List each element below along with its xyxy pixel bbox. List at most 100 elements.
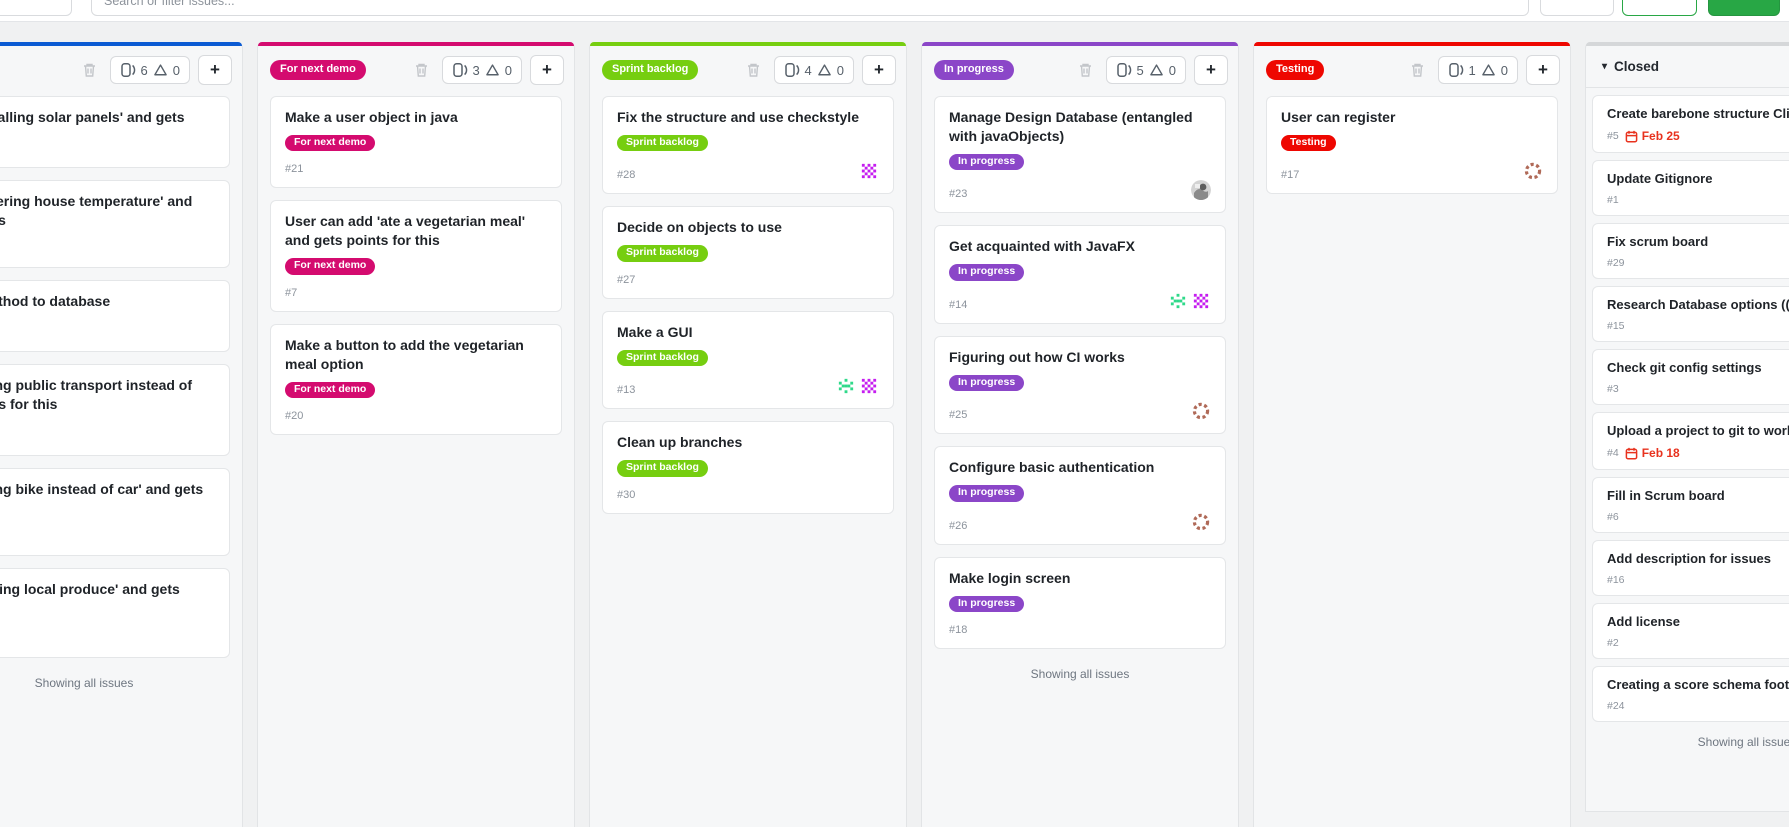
label-pill[interactable]: For next demo — [285, 381, 376, 399]
issue-number: #13 — [617, 384, 636, 397]
label-pill[interactable]: In progress — [949, 595, 1025, 613]
assignee-avatar — [1168, 290, 1188, 311]
issue-number: #7 — [285, 286, 298, 299]
add-card-button[interactable]: + — [530, 55, 564, 85]
search-input[interactable] — [92, 0, 1528, 15]
column-header: Sprint backlog 4 0 + — [590, 46, 906, 94]
issue-card[interactable]: Update Gitignore #1 — [1592, 160, 1789, 216]
card-title: ld 'Using public transport instead of ca… — [0, 377, 193, 412]
issue-count-icon — [452, 62, 468, 78]
issue-count: 3 — [472, 62, 480, 78]
label-pill[interactable]: In progress — [949, 485, 1025, 502]
issue-card[interactable]: gin method to database — [0, 280, 230, 352]
pipeline-column-testing: Testing 1 0 + User can register Testing … — [1253, 42, 1571, 827]
card-title: Make a user object in java — [285, 109, 458, 125]
issue-card[interactable]: ld 'lowering house temperature' and gets… — [0, 180, 230, 268]
issue-card[interactable]: User can register Testing #17 — [1266, 96, 1558, 195]
issue-card[interactable]: ld 'Using bike instead of car' and gets … — [0, 468, 230, 556]
label-pill[interactable]: In progress — [949, 153, 1025, 171]
label-pill[interactable]: Testing — [1281, 134, 1336, 152]
column-accent-bar — [0, 42, 242, 46]
issue-card[interactable]: Make a button to add the vegetarian meal… — [270, 323, 562, 436]
column-header: 6 0 + — [0, 46, 242, 94]
assignee-avatar — [1191, 290, 1211, 311]
toolbar-left-button[interactable] — [0, 0, 72, 16]
issue-card[interactable]: Manage Design Database (entangled with j… — [934, 96, 1226, 214]
points-count: 0 — [1500, 62, 1508, 78]
column-accent-bar — [590, 42, 906, 46]
card-title: User can register — [1281, 109, 1396, 125]
column-label-pill[interactable]: Sprint backlog — [602, 60, 699, 80]
issue-card[interactable]: Research Database options ((No)SQ #15 — [1592, 286, 1789, 342]
issue-card[interactable]: Fill in Scrum board #6 — [1592, 477, 1789, 533]
issue-card[interactable]: Creating a score schema footprint #24 — [1592, 666, 1789, 722]
label-pill[interactable]: For next demo — [285, 134, 376, 152]
card-title: Update Gitignore — [1607, 171, 1713, 186]
card-list: Fix the structure and use checkstyle Spr… — [590, 94, 906, 514]
issue-card[interactable]: Decide on objects to use Sprint backlog … — [602, 206, 894, 299]
add-card-button[interactable]: + — [198, 55, 232, 85]
assignee-avatar — [836, 376, 856, 397]
due-date: Feb 18 — [1641, 446, 1680, 460]
label-pill[interactable]: In progress — [949, 374, 1025, 392]
issue-card[interactable]: Fix the structure and use checkstyle Spr… — [602, 96, 894, 195]
trash-icon[interactable] — [82, 62, 98, 78]
issue-number: #28 — [617, 169, 636, 182]
issue-card[interactable]: Add license #2 — [1592, 603, 1789, 659]
label-pill[interactable]: For next demo — [285, 258, 376, 275]
issue-number: #3 — [1607, 383, 1619, 395]
label-pill[interactable]: Sprint backlog — [617, 134, 708, 152]
label-pill[interactable]: Sprint backlog — [617, 460, 708, 477]
search-box — [91, 0, 1529, 16]
issue-card[interactable]: ld 'Buying local produce' and gets point… — [0, 568, 230, 658]
issue-card[interactable]: Add description for issues #16 — [1592, 540, 1789, 596]
card-title: Make login screen — [949, 569, 1071, 586]
issue-card[interactable]: Make login screen In progress #18 — [934, 556, 1226, 650]
issue-card[interactable]: Figuring out how CI works In progress #2… — [934, 335, 1226, 435]
issue-number: #17 — [1281, 169, 1300, 182]
issue-card[interactable]: Fix scrum board #29 — [1592, 223, 1789, 279]
card-title: Check git config settings — [1607, 360, 1762, 375]
add-card-button[interactable]: + — [1194, 55, 1228, 85]
trash-icon[interactable] — [746, 62, 762, 78]
issue-card[interactable]: ld 'Using public transport instead of ca… — [0, 364, 230, 456]
issue-card[interactable]: Get acquainted with JavaFX In progress #… — [934, 225, 1226, 324]
points-count-icon — [485, 63, 500, 77]
card-list: Create barebone structure Client-Se #5 F… — [1586, 88, 1789, 722]
assignee-avatar — [859, 161, 879, 182]
toolbar-primary-action-button[interactable] — [1708, 0, 1780, 16]
issue-card[interactable]: ld 'installing solar panels' and gets po… — [0, 96, 230, 168]
issue-number: #2 — [1607, 637, 1619, 649]
issue-card[interactable]: Create barebone structure Client-Se #5 F… — [1592, 95, 1789, 153]
card-title: Decide on objects to use — [617, 219, 782, 236]
issue-count: 4 — [804, 62, 812, 78]
label-pill[interactable]: In progress — [949, 264, 1025, 281]
closed-column-header[interactable]: ▾ Closed — [1586, 46, 1789, 88]
label-pill[interactable]: Sprint backlog — [617, 245, 708, 262]
label-pill[interactable]: Sprint backlog — [617, 349, 708, 367]
card-title: gin method to database — [0, 293, 111, 309]
column-label-pill[interactable]: In progress — [934, 60, 1014, 80]
trash-icon[interactable] — [1078, 62, 1094, 78]
issue-card[interactable]: User can add 'ate a vegetarian meal' and… — [270, 200, 562, 312]
issue-number: #29 — [1607, 257, 1625, 269]
issue-card[interactable]: Make a user object in java For next demo… — [270, 96, 562, 189]
add-card-button[interactable]: + — [862, 55, 896, 85]
issue-number: #27 — [617, 273, 636, 286]
trash-icon[interactable] — [1410, 62, 1426, 78]
column-label-pill[interactable]: For next demo — [270, 60, 366, 80]
card-title: Manage Design Database (entangled with j… — [949, 109, 1193, 144]
issue-card[interactable]: Make a GUI Sprint backlog #13 — [602, 310, 894, 410]
issue-card[interactable]: Check git config settings #3 — [1592, 349, 1789, 405]
column-label-pill[interactable]: Testing — [1266, 60, 1325, 80]
trash-icon[interactable] — [414, 62, 430, 78]
issue-count-icon — [1116, 62, 1132, 78]
issue-card[interactable]: Configure basic authentication In progre… — [934, 446, 1226, 545]
issue-number: #16 — [1607, 574, 1625, 586]
add-card-button[interactable]: + — [1526, 55, 1560, 85]
card-title: Create barebone structure Client-Se — [1607, 106, 1789, 121]
issue-card[interactable]: Clean up branches Sprint backlog #30 — [602, 421, 894, 514]
toolbar-secondary-action-button[interactable] — [1622, 0, 1697, 16]
toolbar-button[interactable] — [1540, 0, 1614, 16]
issue-card[interactable]: Upload a project to git to work fro #4 F… — [1592, 412, 1789, 470]
